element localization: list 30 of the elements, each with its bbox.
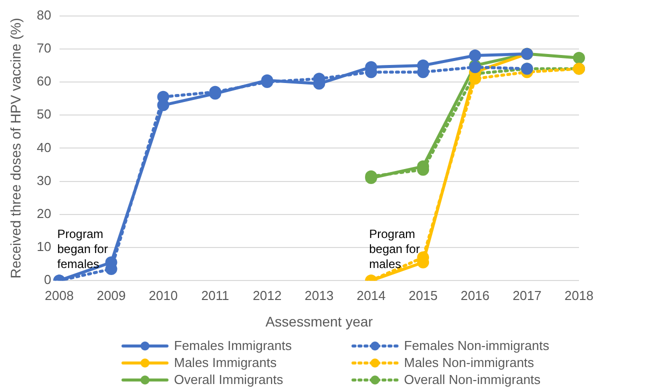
y-tick-label: 20 [36, 206, 52, 221]
legend-label: Males Non-immigrants [404, 355, 534, 370]
y-tick-label: 50 [36, 106, 52, 122]
x-tick-label: 2015 [408, 288, 438, 303]
legend-label: Overall Non-immigrants [404, 372, 541, 387]
y-tick-label: 80 [36, 7, 52, 22]
x-tick-label: 2012 [252, 288, 282, 303]
y-tick-label: 60 [36, 74, 52, 89]
x-tick-label: 2011 [201, 288, 230, 303]
y-tick-label: 40 [36, 140, 52, 155]
legend-label: Males Immigrants [174, 355, 277, 370]
y-axis-title: Received three doses of HPV vaccine (%) [7, 18, 24, 279]
x-tick-label: 2016 [460, 288, 490, 303]
x-tick-label: 2017 [512, 288, 542, 303]
y-tick-label: 30 [36, 172, 52, 188]
legend-label: Females Immigrants [174, 338, 292, 353]
x-tick-label: 2013 [304, 288, 334, 303]
x-tick-label: 2009 [96, 288, 126, 303]
legend-label: Overall Immigrants [174, 372, 284, 387]
legend-label: Females Non-immigrants [404, 338, 550, 353]
y-tick-label: 70 [36, 40, 52, 56]
annotation: Program began for females [57, 226, 108, 271]
x-tick-label: 2010 [148, 288, 178, 303]
annotation: Program began for males [369, 226, 420, 271]
x-tick-label: 2008 [44, 288, 74, 303]
x-tick-label: 2014 [356, 288, 386, 303]
y-tick-label: 10 [36, 239, 52, 254]
y-tick-label: 0 [44, 272, 52, 288]
x-tick-label: 2018 [564, 288, 594, 303]
x-axis-title: Assessment year [265, 313, 374, 330]
